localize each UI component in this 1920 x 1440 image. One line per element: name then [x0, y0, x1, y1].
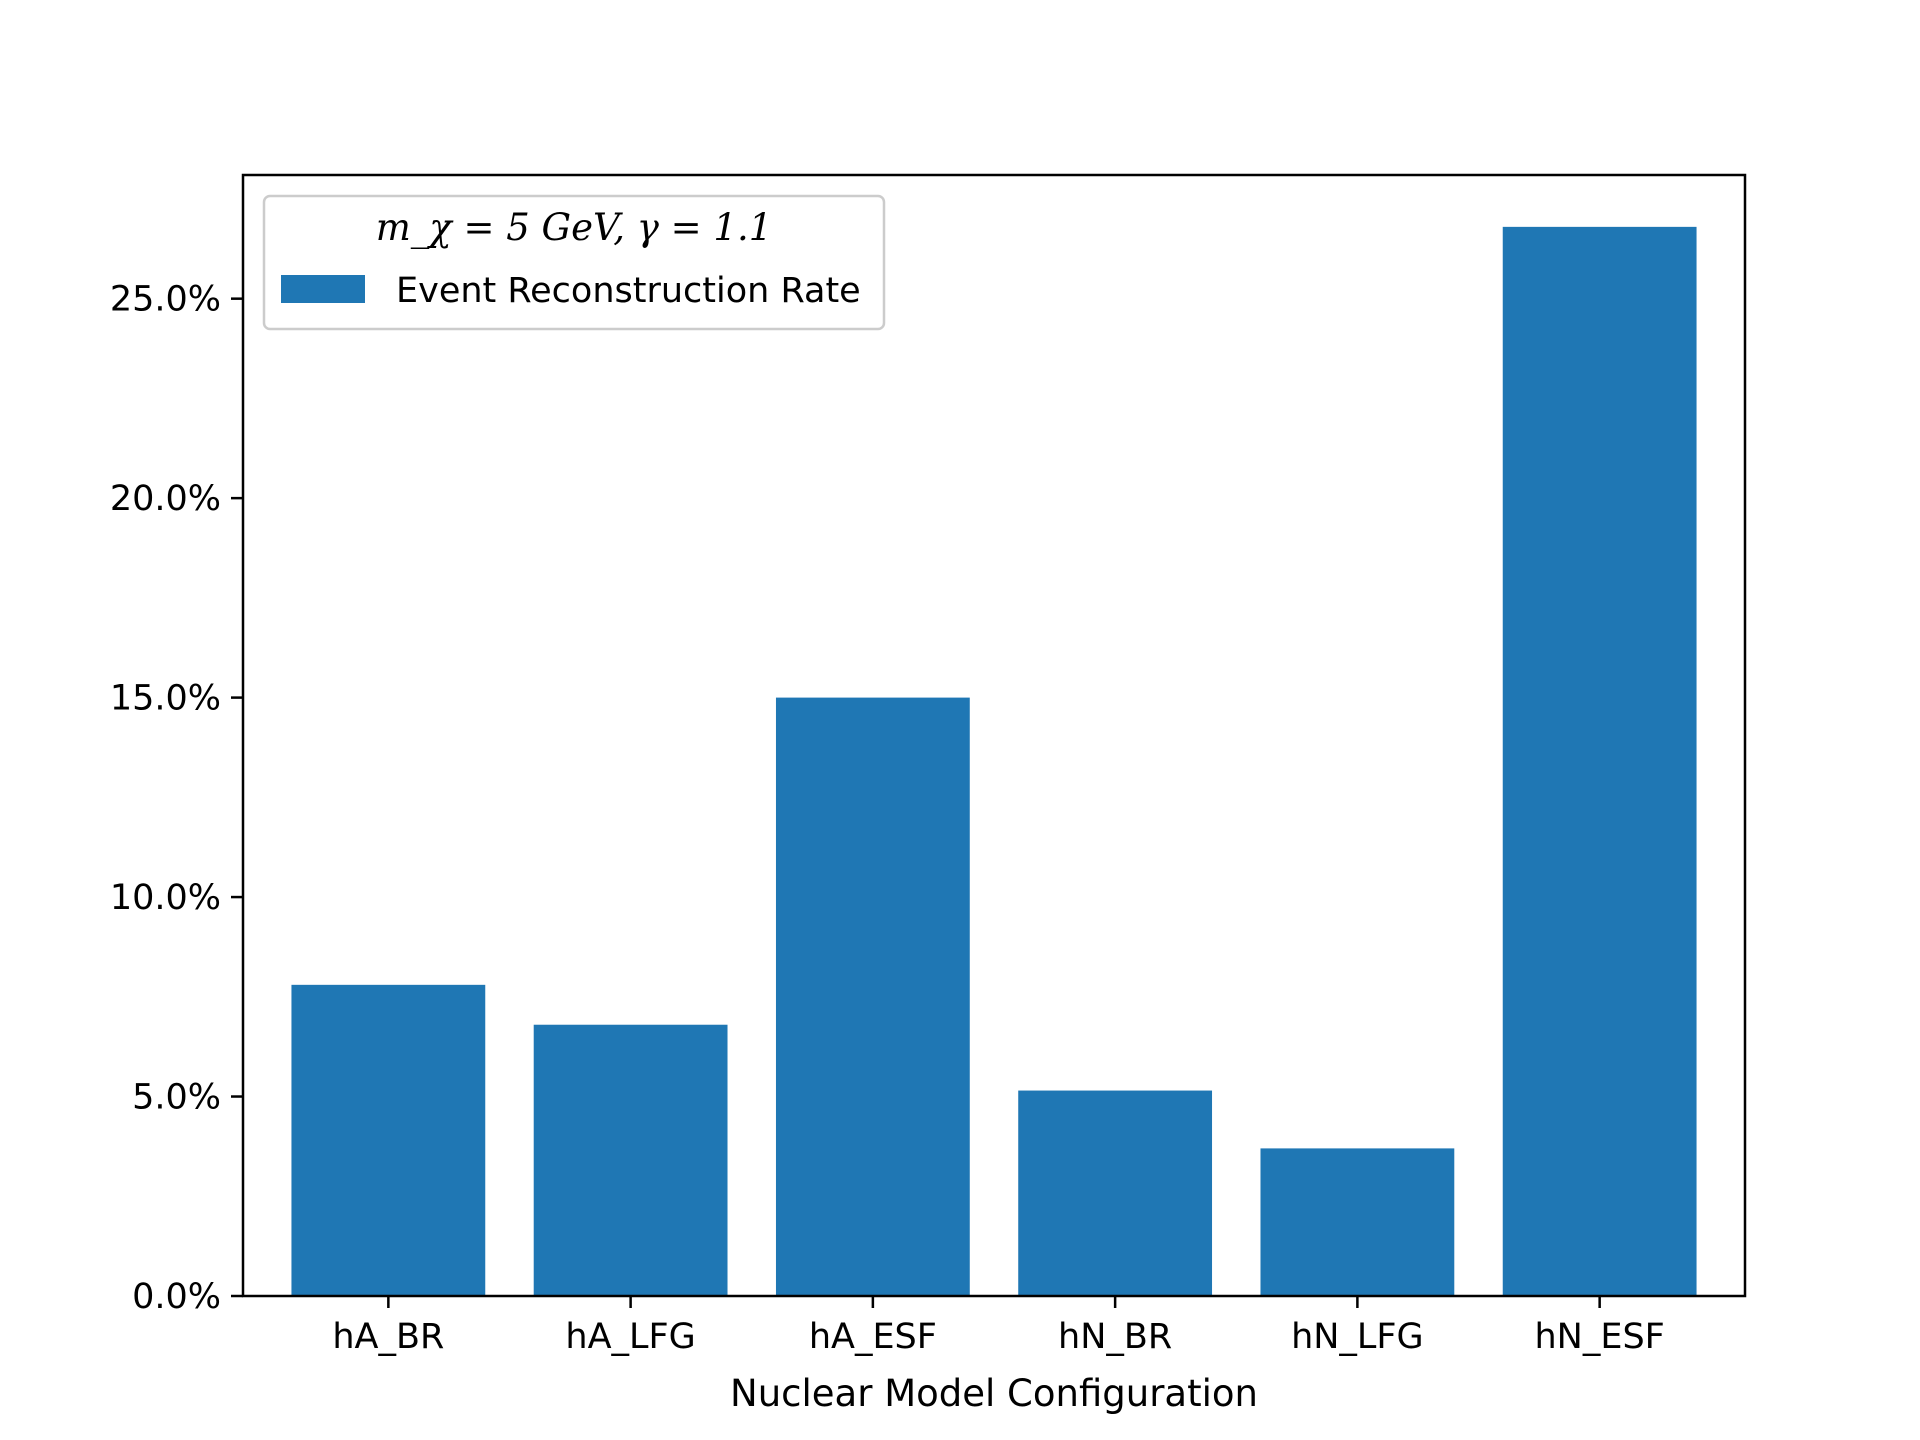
bar-ha-lfg: [533, 1024, 728, 1296]
x-axis: hA_BR hA_LFG hA_ESF hN_BR hN_LFG hN_ESF: [332, 1296, 1665, 1357]
legend-label: Event Reconstruction Rate: [396, 271, 861, 311]
legend: m_χ = 5 GeV, γ = 1.1 Event Reconstructio…: [262, 194, 886, 331]
x-tick-label: hA_LFG: [565, 1317, 695, 1357]
y-tick-label: 0.0%: [132, 1277, 221, 1317]
legend-title: m_χ = 5 GeV, γ = 1.1: [376, 206, 773, 250]
x-tick-label: hN_LFG: [1291, 1317, 1424, 1357]
y-tick-label: 20.0%: [110, 479, 221, 519]
x-tick-label: hN_BR: [1058, 1317, 1172, 1357]
x-tick-label: hA_ESF: [809, 1317, 937, 1357]
y-tick-label: 10.0%: [110, 878, 221, 918]
y-tick-label: 5.0%: [132, 1078, 221, 1118]
bars-layer: [291, 226, 1697, 1296]
bar-hn-br: [1018, 1090, 1213, 1296]
plot-frame: [241, 173, 1747, 1298]
legend-box: [262, 194, 886, 331]
y-tick-label: 15.0%: [110, 679, 221, 719]
bar-ha-esf: [775, 697, 970, 1296]
x-tick-label: hN_ESF: [1534, 1317, 1664, 1357]
x-axis-label: Nuclear Model Configuration: [730, 1372, 1258, 1415]
y-axis: 0.0% 5.0% 10.0% 15.0% 20.0% 25.0%: [110, 280, 243, 1317]
x-tick-label: hA_BR: [332, 1317, 444, 1357]
bar-ha-br: [291, 984, 486, 1296]
legend-swatch: [281, 275, 365, 303]
bar-hn-esf: [1502, 226, 1697, 1296]
y-tick-label: 25.0%: [110, 280, 221, 320]
bar-hn-lfg: [1260, 1148, 1455, 1296]
